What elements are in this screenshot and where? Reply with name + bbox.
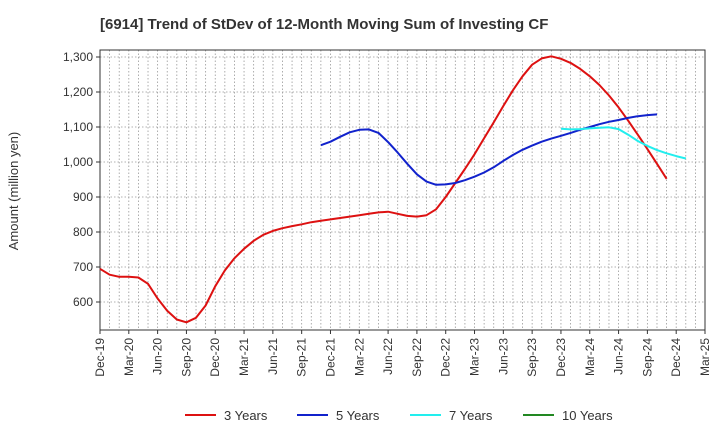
series-line-5-years [320, 113, 658, 186]
y-tick-label: 1,200 [63, 85, 93, 99]
legend-label: 10 Years [562, 408, 613, 423]
x-tick-label: Dec-20 [208, 338, 222, 377]
plot-frame [99, 49, 706, 331]
legend-label: 7 Years [449, 408, 493, 423]
x-tick-label: Sep-24 [640, 338, 654, 377]
x-tick-label: Mar-20 [122, 338, 136, 376]
x-tick-label: Sep-21 [295, 338, 309, 377]
series-lines [99, 55, 687, 324]
x-tick-label: Dec-21 [323, 338, 337, 377]
chart-title: [6914] Trend of StDev of 12-Month Moving… [100, 16, 548, 33]
x-tick-label: Jun-24 [612, 338, 626, 375]
y-tick-label: 900 [73, 190, 93, 204]
x-tick-label: Jun-22 [381, 338, 395, 375]
x-tick-label: Mar-24 [583, 338, 597, 376]
x-tick-label: Mar-22 [352, 338, 366, 376]
x-tick-label: Mar-23 [468, 338, 482, 376]
y-axis: 600 700 800 900 1,000 1,100 1,200 1,300 [63, 50, 100, 309]
series-line-3-years [99, 55, 668, 324]
x-tick-label: Sep-23 [525, 338, 539, 377]
x-tick-label: Mar-25 [698, 338, 712, 376]
x-tick-label: Mar-21 [237, 338, 251, 376]
x-tick-label: Jun-23 [496, 338, 510, 375]
y-tick-label: 700 [73, 260, 93, 274]
x-tick-label: Sep-20 [179, 338, 193, 377]
legend-label: 5 Years [336, 408, 380, 423]
y-tick-label: 1,300 [63, 50, 93, 64]
x-tick-label: Dec-24 [669, 338, 683, 377]
x-tick-label: Jun-20 [151, 338, 165, 375]
series-line-7-years [560, 126, 687, 160]
y-axis-label: Amount (million yen) [6, 132, 21, 251]
x-tick-label: Jun-21 [266, 338, 280, 375]
y-tick-label: 1,100 [63, 120, 93, 134]
y-tick-label: 800 [73, 225, 93, 239]
plot-area [99, 49, 706, 331]
x-axis: Dec-19 Mar-20 Jun-20 Sep-20 Dec-20 Mar-21 Jun-… [93, 330, 712, 377]
legend: 3 Years 5 Years 7 Years 10 Years [185, 408, 613, 423]
y-tick-label: 600 [73, 295, 93, 309]
x-tick-label: Dec-23 [554, 338, 568, 377]
legend-label: 3 Years [224, 408, 268, 423]
y-tick-label: 1,000 [63, 155, 93, 169]
x-tick-label: Sep-22 [410, 338, 424, 377]
x-tick-label: Dec-22 [439, 338, 453, 377]
x-tick-label: Dec-19 [93, 338, 107, 377]
plot-border [99, 49, 706, 331]
